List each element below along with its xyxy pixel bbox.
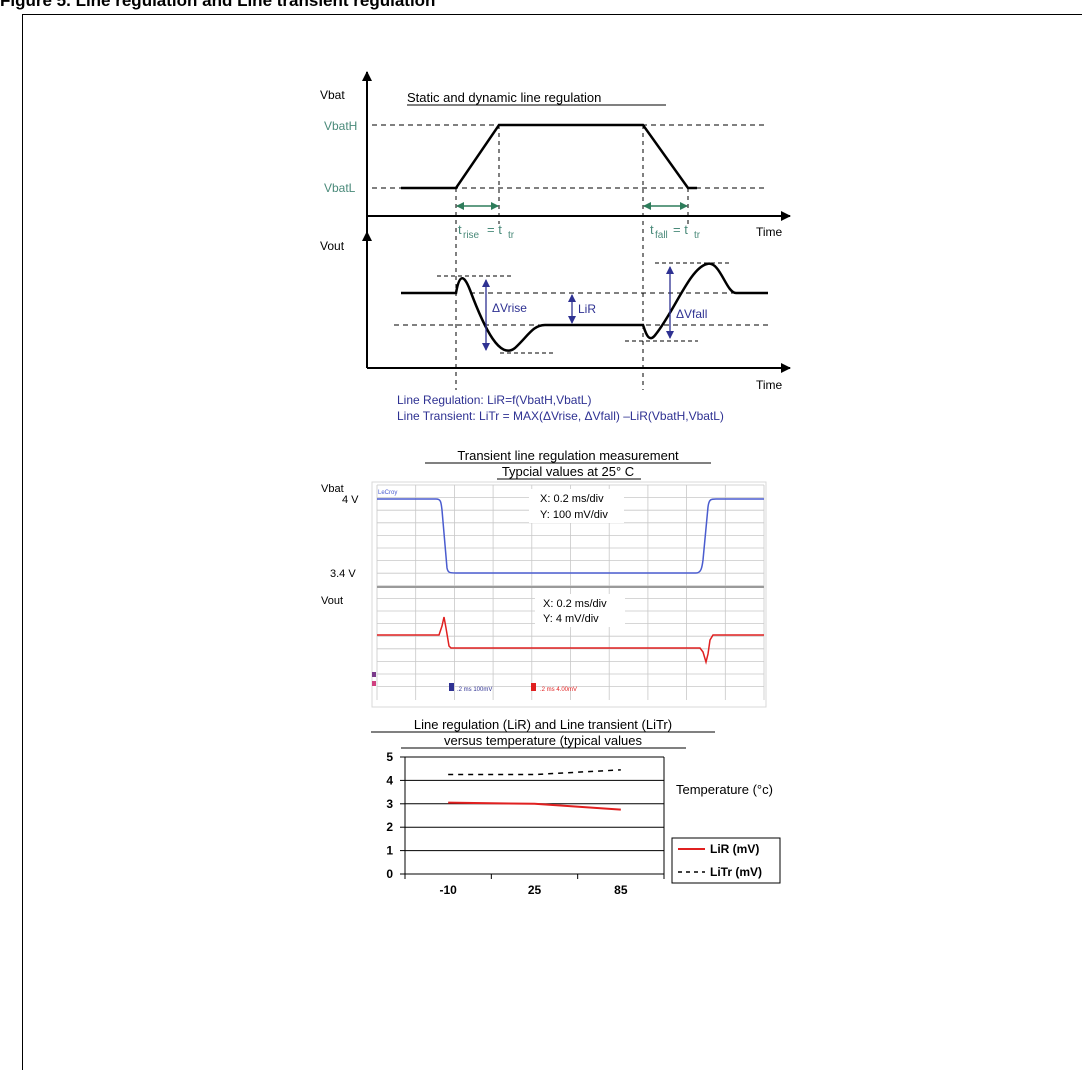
- dvfall-label: ΔVfall: [676, 307, 707, 321]
- scope-ch1-scale-box: [529, 489, 624, 523]
- vbat-waveform: [401, 123, 697, 190]
- scope-ch2-scale-box: [535, 594, 625, 627]
- svg-text:= t: = t: [487, 222, 502, 237]
- chart-title-line1: Line regulation (LiR) and Line transient…: [414, 717, 672, 732]
- vbatl-label: VbatL: [324, 181, 356, 195]
- figure-title: Figure 5. Line regulation and Line trans…: [0, 0, 436, 10]
- scope-vout-label: Vout: [321, 595, 343, 607]
- lir-label: LiR: [578, 302, 596, 316]
- scope-marker-b: [372, 681, 376, 686]
- trise-label: t rise = t tr: [458, 222, 515, 241]
- legend-label-litr: LiTr (mV): [710, 865, 762, 879]
- line-regulation-diagram: Static and dynamic line regulation Vbat …: [320, 71, 791, 423]
- time-label-bottom: Time: [756, 378, 783, 392]
- chart-x-ticks: -10 25 85: [404, 874, 665, 897]
- chart-legend-box: [671, 837, 781, 884]
- chart-x-tick-label: 85: [614, 883, 628, 897]
- svg-text:tr: tr: [508, 230, 515, 241]
- legend-label-lir: LiR (mV): [710, 842, 759, 856]
- svg-text:fall: fall: [655, 230, 668, 241]
- chart-series-line-lir: [448, 801, 621, 811]
- vbath-label: VbatH: [324, 119, 357, 133]
- scope-ch2-scale-y: Y: 4 mV/div: [543, 613, 599, 625]
- figure-frame: [22, 14, 1082, 1070]
- chart-series: [448, 769, 621, 811]
- scope-ch1-scale-y: Y: 100 mV/div: [540, 509, 608, 521]
- scope-footer-a: .2 ms 100mV: [457, 687, 492, 693]
- formula-line-transient: Line Transient: LiTr = MAX(ΔVrise, ΔVfal…: [397, 409, 724, 423]
- svg-text:t: t: [458, 222, 462, 237]
- scope-footer-b-icon: [531, 683, 536, 691]
- chart-x-axis-label: Temperature (°c): [676, 782, 773, 797]
- scope-footer-b: .2 ms 4.00mV: [540, 687, 577, 693]
- chart-y-tick-label: 5: [386, 750, 393, 764]
- svg-text:= t: = t: [673, 222, 688, 237]
- chart-y-tick-label: 3: [386, 797, 393, 811]
- dvrise-label: ΔVrise: [492, 301, 527, 315]
- temperature-chart: Line regulation (LiR) and Line transient…: [371, 717, 781, 897]
- scope-vbat-trace: [377, 498, 764, 574]
- scope-ch2-scale-x: X: 0.2 ms/div: [543, 598, 607, 610]
- chart-x-tick-label: 25: [528, 883, 542, 897]
- scope-marker-a: [372, 672, 376, 677]
- vout-axis-label: Vout: [320, 239, 345, 253]
- svg-text:tr: tr: [694, 230, 701, 241]
- diagram-title: Static and dynamic line regulation: [407, 90, 601, 105]
- chart-legend: LiR (mV) LiTr (mV): [671, 837, 781, 884]
- chart-y-tick-label: 2: [386, 820, 393, 834]
- scope-4v-label: 4 V: [342, 494, 359, 506]
- chart-y-ticks: 0 1 2 3 4 5: [386, 750, 405, 881]
- chart-y-tick-label: 4: [386, 773, 393, 787]
- chart-title-line2: versus temperature (typical values: [444, 733, 642, 748]
- time-label-top: Time: [756, 225, 783, 239]
- scope-vbat-label: Vbat: [321, 483, 344, 495]
- svg-text:t: t: [650, 222, 654, 237]
- scope-footer-a-icon: [449, 683, 454, 691]
- tfall-label: t fall = t tr: [650, 222, 701, 241]
- scope-ch1-scale-x: X: 0.2 ms/div: [540, 493, 604, 505]
- scope-vout-trace: [377, 616, 764, 665]
- chart-y-tick-label: 0: [386, 867, 393, 881]
- formula-line-regulation: Line Regulation: LiR=f(VbatH,VbatL): [397, 393, 591, 407]
- scope-brand: LeCroy: [378, 490, 397, 496]
- oscilloscope-capture: Transient line regulation measurement Ty…: [321, 448, 767, 708]
- chart-x-tick-label: -10: [439, 883, 457, 897]
- chart-series-line-litr: [448, 769, 621, 776]
- figure-title-clip: Figure 5. Line regulation and Line trans…: [0, 0, 1084, 12]
- scope-title-line2: Typcial values at 25° C: [502, 464, 634, 479]
- vbat-axis-label: Vbat: [320, 88, 345, 102]
- svg-text:rise: rise: [463, 230, 480, 241]
- scope-34v-label: 3.4 V: [330, 568, 356, 580]
- vout-waveform: [401, 262, 768, 352]
- chart-gridlines: [404, 756, 665, 875]
- scope-title-line1: Transient line regulation measurement: [457, 448, 679, 463]
- chart-y-tick-label: 1: [386, 844, 393, 858]
